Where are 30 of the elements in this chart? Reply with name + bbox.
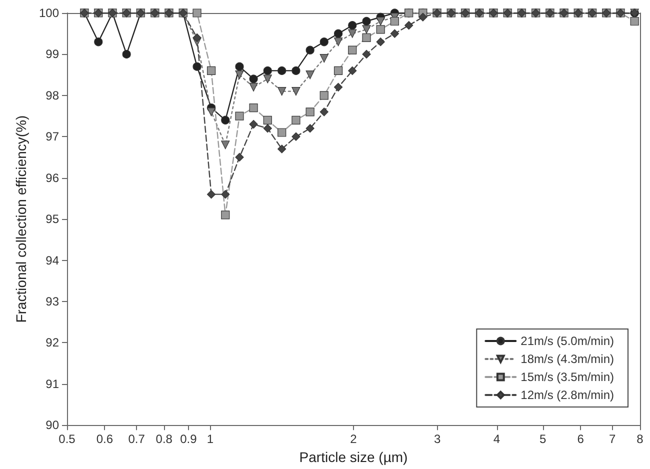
x-tick-label: 7 <box>609 432 616 446</box>
y-axis-title: Fractional collection efficiency(%) <box>13 115 30 323</box>
x-tick-label: 5 <box>540 432 547 446</box>
y-tick-label: 90 <box>46 418 60 432</box>
y-tick-label: 92 <box>46 336 60 350</box>
y-tick-label: 97 <box>46 130 60 144</box>
y-tick-label: 91 <box>46 376 60 391</box>
legend-label: 18m/s (4.3m/min) <box>520 352 614 366</box>
y-tick-label: 94 <box>46 253 60 268</box>
x-tick-label: 0.5 <box>58 432 76 446</box>
y-tick-label: 96 <box>46 170 60 185</box>
legend-label: 15m/s (3.5m/min) <box>520 370 614 384</box>
legend-label: 12m/s (2.8m/min) <box>520 388 614 402</box>
x-tick-label: 2 <box>350 432 358 446</box>
x-tick-label: 6 <box>577 432 584 446</box>
x-tick-label: 0.9 <box>180 432 198 446</box>
y-tick-label: 95 <box>46 212 60 226</box>
x-tick-label: 0.6 <box>96 432 114 446</box>
y-tick-label: 93 <box>46 294 60 308</box>
y-tick-label: 98 <box>46 88 60 102</box>
y-tick-label: 100 <box>38 6 60 20</box>
x-tick-label: 0.8 <box>156 432 173 446</box>
x-tick-label: 4 <box>493 432 500 446</box>
x-tick-label: 0.7 <box>128 432 146 446</box>
x-axis-title: Particle size (µm) <box>299 449 408 465</box>
legend-label: 21m/s (5.0m/min) <box>520 334 614 348</box>
x-tick-label: 1 <box>206 432 214 446</box>
x-tick-label: 3 <box>434 432 441 446</box>
x-tick-label: 8 <box>636 432 644 446</box>
y-tick-label: 99 <box>46 47 60 62</box>
